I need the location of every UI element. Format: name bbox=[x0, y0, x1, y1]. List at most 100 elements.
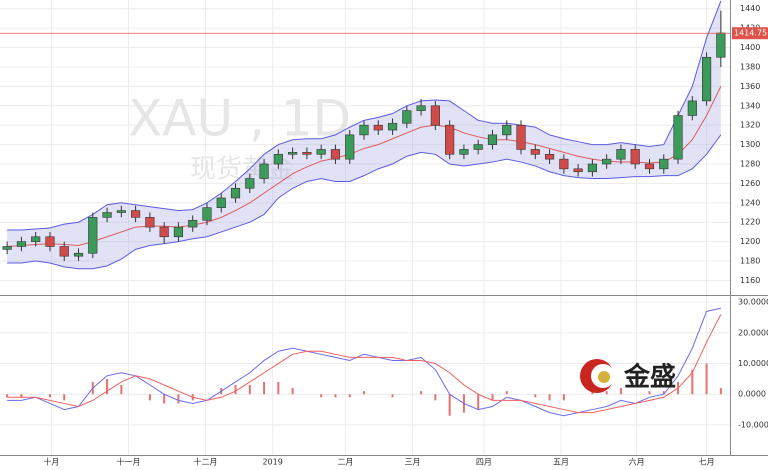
candle-body bbox=[273, 153, 283, 165]
candle-body bbox=[259, 163, 269, 179]
candle-body bbox=[473, 144, 483, 150]
x-tick-label: 二月 bbox=[337, 458, 353, 467]
ma-line bbox=[7, 86, 722, 247]
candle-body bbox=[16, 241, 26, 247]
candle-body bbox=[459, 149, 469, 155]
macd-histogram-bar bbox=[619, 388, 622, 395]
x-tick-label: 十二月 bbox=[194, 457, 218, 467]
grid bbox=[0, 0, 730, 455]
candle-body bbox=[487, 134, 498, 145]
candle-body bbox=[330, 149, 341, 160]
candle-body bbox=[402, 110, 412, 124]
last-price-label: 1414.75 bbox=[734, 29, 767, 38]
candle-body bbox=[616, 149, 626, 160]
x-tick-label: 十一月 bbox=[116, 457, 140, 467]
candle-body bbox=[73, 252, 84, 257]
y-tick-label: 1220 bbox=[740, 218, 760, 227]
macd-histogram-bar bbox=[534, 394, 537, 398]
macd-histogram-bar bbox=[277, 381, 280, 395]
y-tick-label: 1280 bbox=[740, 159, 760, 168]
candle-body bbox=[573, 168, 583, 173]
y-tick-label: 30.0000 bbox=[738, 298, 768, 307]
candle-body bbox=[530, 149, 540, 155]
macd-histogram-bar bbox=[320, 394, 323, 398]
macd-histogram-bar bbox=[448, 394, 451, 416]
macd-histogram-bar bbox=[148, 394, 151, 401]
y-tick-label: 1240 bbox=[740, 198, 760, 207]
macd-histogram-bar bbox=[63, 394, 66, 401]
candle-body bbox=[159, 226, 169, 238]
candle-body bbox=[345, 134, 355, 160]
candle-body bbox=[502, 124, 512, 136]
macd-histogram-bar bbox=[662, 391, 665, 395]
y-tick-label: -10.0000 bbox=[738, 420, 768, 429]
y-tick-label: 1200 bbox=[740, 237, 760, 246]
candle-body bbox=[145, 217, 155, 228]
candle-body bbox=[445, 124, 455, 155]
candle-body bbox=[131, 210, 141, 218]
candle-body bbox=[2, 246, 12, 250]
macd-histogram-bar bbox=[420, 391, 423, 395]
candle-body bbox=[373, 124, 383, 131]
macd-histogram-bar bbox=[20, 394, 23, 398]
candle-body bbox=[31, 236, 41, 242]
y-tick-label: 1360 bbox=[740, 82, 760, 91]
lower-band-line bbox=[7, 134, 722, 270]
candle-body bbox=[559, 158, 569, 170]
logo-text: 金盛 bbox=[623, 362, 676, 393]
macd-histogram-bar bbox=[562, 394, 565, 401]
candle-body bbox=[45, 236, 55, 247]
y-tick-label: 20.0000 bbox=[738, 328, 768, 337]
candle-body bbox=[188, 219, 198, 228]
macd-histogram-bar bbox=[163, 394, 166, 404]
x-tick-label: 四月 bbox=[476, 458, 492, 467]
macd-histogram-bar bbox=[477, 394, 480, 410]
candle-body bbox=[430, 105, 440, 126]
macd-histogram-bar bbox=[648, 391, 651, 395]
axes: 十月 十一月 十二月 2019 二月 三月 四月 五月 六月 七月 1160 1180 1200 1220… bbox=[43, 4, 768, 467]
macd-histogram-bar bbox=[234, 385, 237, 395]
y-tick-label: 1440 bbox=[740, 4, 760, 13]
y-tick-label: 10.0000 bbox=[738, 359, 768, 368]
macd-histogram-bar bbox=[177, 394, 180, 404]
macd-histogram-bar bbox=[6, 394, 9, 398]
candle-body bbox=[316, 149, 326, 155]
macd-histogram-bar bbox=[248, 385, 251, 395]
candle-body bbox=[59, 246, 69, 257]
candle-body bbox=[716, 32, 726, 58]
x-tick-label: 五月 bbox=[553, 458, 569, 467]
macd-histogram-bar bbox=[106, 378, 109, 395]
candle-body bbox=[102, 212, 112, 218]
y-tick-label: 1180 bbox=[740, 257, 760, 266]
candle-body bbox=[216, 197, 226, 208]
signal-line bbox=[7, 314, 722, 414]
macd-histogram-bar bbox=[719, 388, 722, 395]
candle-body bbox=[173, 226, 184, 238]
candle-body bbox=[416, 105, 426, 111]
macd-line bbox=[7, 307, 721, 417]
x-tick-label: 2019 bbox=[262, 458, 282, 467]
logo-icon-dot bbox=[598, 371, 610, 383]
macd-histogram-bar bbox=[691, 369, 694, 395]
candle-body bbox=[88, 217, 98, 254]
y-tick-label: 1160 bbox=[740, 276, 760, 285]
macd-histogram-bar bbox=[434, 394, 437, 401]
x-tick-label: 六月 bbox=[629, 457, 645, 467]
macd-histogram-bar bbox=[705, 363, 708, 395]
candle-body bbox=[202, 207, 212, 221]
candle-body bbox=[702, 56, 712, 102]
plot-area bbox=[0, 0, 730, 417]
macd-histogram-bar bbox=[591, 391, 594, 395]
y-tick-label: 1320 bbox=[740, 121, 760, 130]
y-tick-label: 1340 bbox=[740, 101, 760, 110]
macd-histogram-bar bbox=[48, 394, 51, 398]
candle-body bbox=[644, 163, 655, 170]
candle-body bbox=[288, 152, 298, 155]
macd-histogram-bar bbox=[605, 391, 608, 395]
candle-body bbox=[387, 122, 398, 131]
candle-body bbox=[687, 100, 697, 116]
candle-body bbox=[116, 210, 126, 213]
y-tick-label: 1380 bbox=[740, 62, 760, 71]
candle-body bbox=[245, 178, 255, 189]
